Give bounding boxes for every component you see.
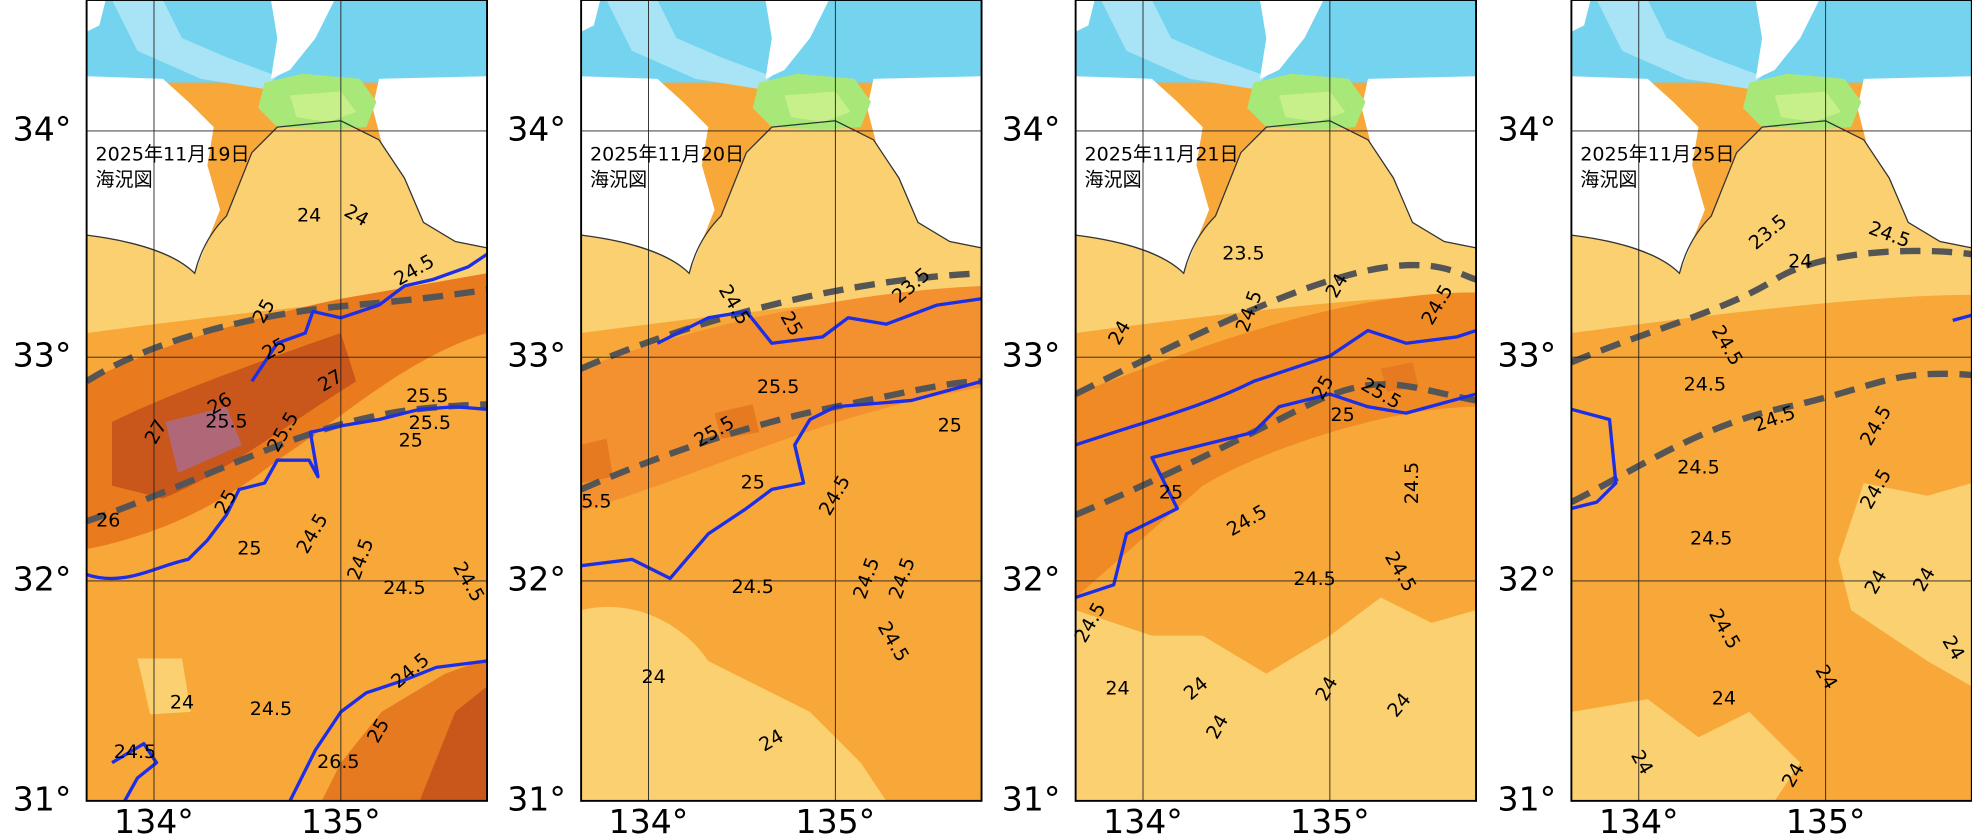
- latitude-label: 32°: [507, 559, 566, 598]
- longitude-label: 134°: [1103, 802, 1183, 839]
- contour-label: 24.5: [1690, 527, 1732, 549]
- contour-label: 25.5: [406, 385, 448, 407]
- latitude-label: 34°: [1498, 109, 1557, 148]
- latitude-label: 34°: [13, 109, 72, 148]
- latitude-label: 33°: [1498, 336, 1557, 375]
- contour-label: 26.5: [317, 751, 359, 773]
- latitude-label: 31°: [1002, 779, 1061, 818]
- contour-label: 24.5: [114, 741, 156, 763]
- contour-label: 24.5: [1684, 374, 1726, 396]
- map-date: 2025年11月20日: [590, 144, 744, 166]
- contour-label: 24: [1105, 677, 1129, 699]
- map-caption: 海況図: [1580, 169, 1637, 191]
- latitude-label: 32°: [13, 559, 72, 598]
- contour-label: 5.5: [581, 491, 611, 513]
- contour-label: 24: [297, 205, 321, 227]
- longitude-label: 135°: [1290, 802, 1370, 839]
- longitude-label: 134°: [1599, 802, 1679, 839]
- contour-label: 25.5: [205, 411, 247, 433]
- map-caption: 海況図: [1085, 169, 1142, 191]
- contour-label: 24.5: [1401, 462, 1423, 504]
- contour-label: 24.5: [1293, 568, 1335, 590]
- latitude-label: 33°: [507, 336, 566, 375]
- map-caption: 海況図: [96, 169, 153, 191]
- latitude-label: 34°: [1002, 109, 1061, 148]
- contour-label: 25.5: [757, 376, 799, 398]
- map-caption: 海況図: [590, 169, 647, 191]
- longitude-label: 135°: [796, 802, 876, 839]
- contour-label: 25: [237, 538, 261, 560]
- contour-label: 24: [641, 666, 665, 688]
- latitude-label: 31°: [13, 779, 72, 818]
- latitude-label: 31°: [1498, 779, 1557, 818]
- contour-label: 24: [1712, 688, 1736, 710]
- contour-label: 25: [1330, 404, 1354, 426]
- longitude-label: 134°: [114, 802, 194, 839]
- longitude-label: 135°: [301, 802, 381, 839]
- contour-label: 24: [1788, 250, 1812, 272]
- longitude-label: 134°: [609, 802, 689, 839]
- map-date: 2025年11月25日: [1580, 144, 1734, 166]
- latitude-label: 33°: [13, 336, 72, 375]
- contour-label: 23.5: [1222, 243, 1264, 265]
- contour-label: 25.5: [409, 412, 451, 434]
- contour-label: 26: [96, 510, 120, 532]
- longitude-label: 135°: [1786, 802, 1866, 839]
- contour-label: 25: [741, 472, 765, 494]
- map-date: 2025年11月21日: [1085, 144, 1239, 166]
- latitude-label: 32°: [1498, 559, 1557, 598]
- latitude-label: 32°: [1002, 559, 1061, 598]
- contour-label: 24.5: [732, 576, 774, 598]
- contour-label: 24: [170, 691, 194, 713]
- contour-label: 25: [938, 414, 962, 436]
- latitude-label: 33°: [1002, 336, 1061, 375]
- contour-label: 25: [399, 430, 423, 452]
- latitude-label: 31°: [507, 779, 566, 818]
- contour-label: 25: [1159, 482, 1183, 504]
- latitude-label: 34°: [507, 109, 566, 148]
- contour-label: 24.5: [383, 577, 425, 599]
- contour-label: 24.5: [250, 698, 292, 720]
- contour-label: 24.5: [1677, 456, 1719, 478]
- map-date: 2025年11月19日: [96, 144, 250, 166]
